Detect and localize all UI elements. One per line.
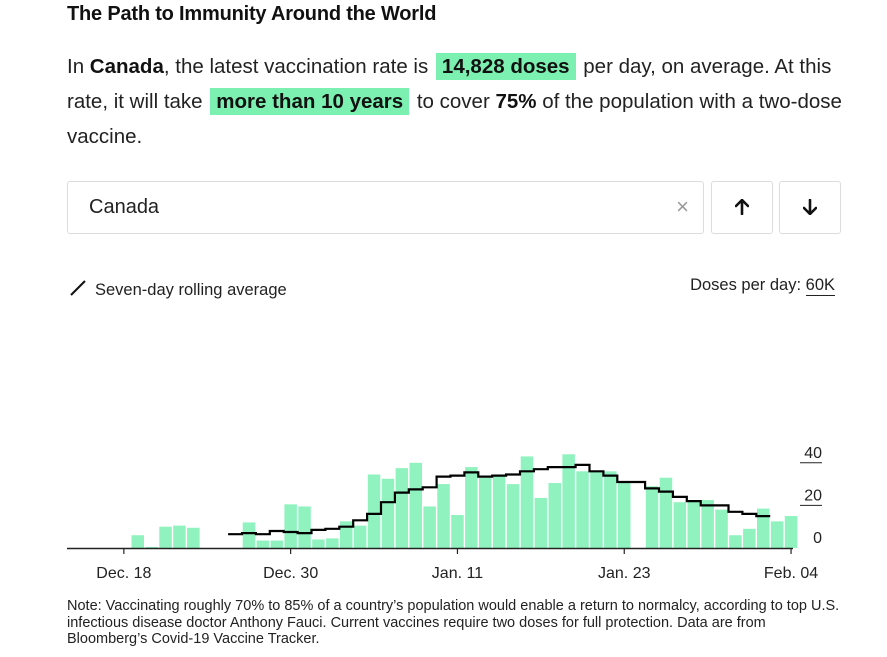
- bar: [701, 500, 714, 548]
- bar: [284, 504, 297, 548]
- bar: [270, 540, 283, 548]
- bar: [465, 467, 478, 548]
- units-max: 60K: [805, 276, 835, 296]
- units-text: Doses per day:: [690, 276, 806, 294]
- chart-title: The Path to Immunity Around the World: [67, 3, 437, 25]
- arrow-up-icon: [735, 199, 749, 215]
- bar: [534, 497, 548, 548]
- bar: [784, 516, 798, 548]
- bar: [242, 522, 256, 548]
- bar: [298, 506, 311, 548]
- bar: [590, 471, 603, 548]
- bar: [604, 471, 617, 548]
- clear-icon[interactable]: ×: [676, 194, 689, 219]
- bar: [353, 525, 367, 548]
- bar: [187, 527, 200, 548]
- x-tick-label: Jan. 11: [432, 565, 483, 582]
- bar: [645, 486, 659, 548]
- bar: [381, 478, 395, 548]
- bar: [409, 462, 422, 548]
- bar: [312, 539, 325, 548]
- next-country-button[interactable]: [779, 181, 841, 234]
- units-label: Doses per day: 60K: [690, 276, 835, 296]
- bar: [395, 468, 409, 548]
- bar: [423, 506, 436, 548]
- legend-label: Seven-day rolling average: [95, 281, 287, 299]
- bar: [326, 538, 339, 548]
- bar: [743, 528, 756, 548]
- x-tick-label: Dec. 18: [96, 565, 151, 582]
- bar: [757, 508, 770, 548]
- bar: [659, 477, 673, 548]
- country-search[interactable]: Canada ×: [67, 181, 704, 234]
- summary-part: to cover: [411, 90, 496, 113]
- y-tick-label: 20: [804, 487, 822, 504]
- bar: [548, 483, 561, 548]
- bar: [520, 456, 534, 548]
- summary-text: In Canada, the latest vaccination rate i…: [67, 49, 857, 154]
- time-highlight: more than 10 years: [210, 88, 410, 115]
- x-tick-label: Jan. 23: [598, 565, 651, 582]
- bar: [673, 502, 687, 548]
- rate-highlight: 14,828 doses: [435, 53, 576, 80]
- bar: [687, 501, 700, 548]
- bar: [340, 521, 353, 548]
- coverage-value: 75%: [495, 90, 537, 113]
- summary-country: Canada: [89, 55, 164, 78]
- bar: [562, 454, 575, 548]
- bar: [479, 477, 492, 548]
- y-tick-label: 0: [813, 530, 822, 547]
- bar: [131, 535, 144, 548]
- bar: [506, 484, 520, 548]
- footnote: Note: Vaccinating roughly 70% to 85% of …: [67, 598, 840, 647]
- summary-part: of the population with a two-dose vaccin…: [67, 90, 842, 148]
- bar: [729, 535, 742, 548]
- y-tick-label: 40: [804, 445, 822, 462]
- summary-part: per day, on average. At this rate, it wi…: [67, 55, 832, 113]
- bar: [618, 481, 631, 548]
- bar: [173, 525, 186, 548]
- bar: [367, 474, 381, 548]
- summary-part: In: [67, 55, 90, 78]
- arrow-down-icon: [803, 199, 817, 215]
- summary-part: , the latest vaccination rate is: [163, 55, 434, 78]
- previous-country-button[interactable]: [711, 181, 773, 234]
- chart-legend: Seven-day rolling average: [69, 279, 287, 300]
- rolling-average-line: [228, 463, 771, 536]
- bar: [145, 546, 158, 548]
- bar: [437, 484, 450, 548]
- x-tick-label: Feb. 04: [764, 565, 818, 582]
- bar: [576, 471, 589, 548]
- bar: [451, 514, 464, 548]
- bar: [159, 526, 172, 548]
- line-legend-icon: [70, 280, 86, 296]
- bar: [256, 540, 270, 548]
- bar: [770, 521, 784, 548]
- x-tick-label: Dec. 30: [263, 565, 318, 582]
- chart: Dec. 18 Dec. 30 Jan. 11 Jan. 23 Feb. 04 0 20 40: [67, 445, 822, 582]
- search-input[interactable]: Canada: [89, 196, 160, 218]
- bar: [492, 474, 506, 548]
- bar: [715, 509, 728, 548]
